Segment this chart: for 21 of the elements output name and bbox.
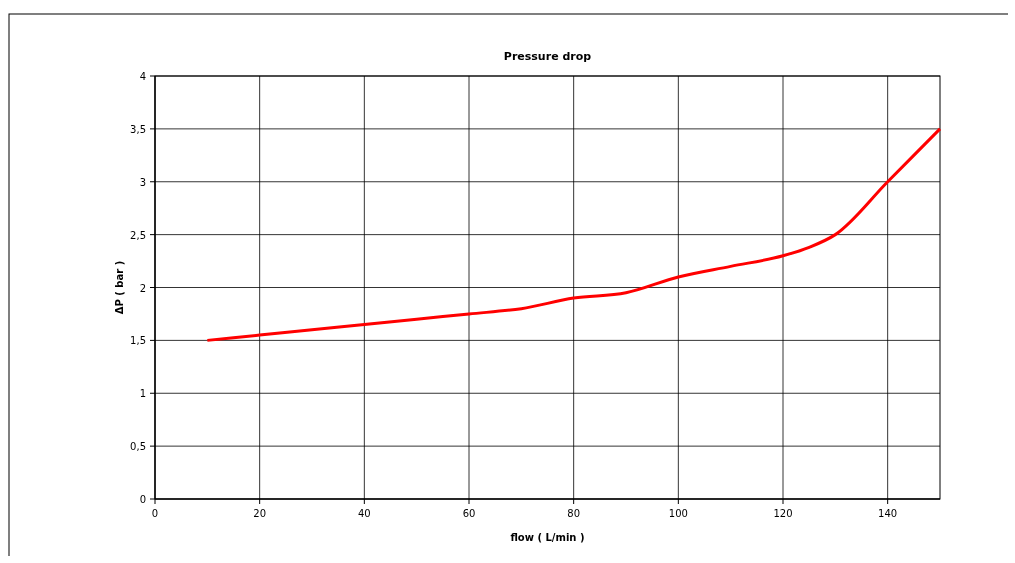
y-tick-label: 1 [139, 388, 146, 400]
x-tick-label: 140 [878, 508, 898, 519]
chart-title: Pressure drop [503, 50, 592, 63]
y-tick-label: 2,5 [130, 229, 146, 241]
y-tick-label: 3 [139, 176, 146, 188]
y-tick-label: 0 [139, 494, 146, 505]
y-tick-label: 2 [139, 282, 146, 294]
x-tick-label: 40 [357, 508, 371, 519]
y-tick-label: 1,5 [130, 335, 146, 347]
y-tick-label: 4 [139, 71, 146, 82]
x-tick-label: 120 [773, 508, 793, 519]
x-tick-label: 0 [151, 508, 159, 519]
y-axis-title: ΔP ( bar ) [114, 260, 125, 315]
x-tick-label: 60 [462, 508, 476, 519]
x-axis-title: flow ( L/min ) [510, 532, 585, 543]
line-series [205, 127, 942, 342]
x-tick-label: 100 [668, 508, 688, 519]
x-tick-label: 20 [253, 508, 267, 519]
y-tick-label: 3,5 [130, 123, 146, 135]
y-tick-label: 0,5 [130, 441, 146, 453]
x-tick-label: 80 [567, 508, 581, 519]
